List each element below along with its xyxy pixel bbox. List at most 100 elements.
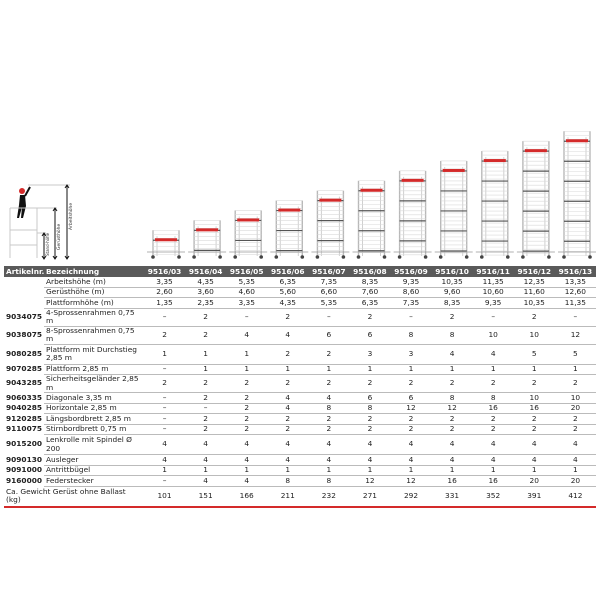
cell-value: 4 bbox=[431, 344, 473, 365]
cell-value: 2 bbox=[267, 424, 309, 435]
cell-value: 2 bbox=[554, 374, 596, 393]
cell-value: 1 bbox=[554, 465, 596, 476]
cell-value: 2 bbox=[185, 308, 227, 327]
description: Diagonale 3,35 m bbox=[44, 392, 144, 404]
cell-value: 1 bbox=[144, 344, 186, 365]
cell-value: 1 bbox=[390, 364, 432, 375]
cell-value: 4 bbox=[308, 434, 350, 455]
cell-value: 2 bbox=[308, 413, 350, 425]
scaffold-tower bbox=[558, 130, 596, 259]
cell-value: 10 bbox=[513, 326, 555, 345]
table-row: 9160000 Federstecker –4 4 8 8 12 12 16 16 20 20 bbox=[4, 475, 596, 487]
cell-value: 4 bbox=[472, 434, 514, 455]
article-number: 9038075 bbox=[6, 329, 42, 339]
scaffold-towers bbox=[147, 130, 596, 259]
article-number: 9160000 bbox=[6, 475, 42, 485]
scaffold-height-label: Gerüsthöhe bbox=[56, 223, 62, 250]
cell-value: 2 bbox=[144, 326, 186, 345]
cell-value: 4 bbox=[185, 454, 227, 466]
header-model: 9516/10 bbox=[431, 266, 473, 277]
cell-value: 7,60 bbox=[349, 287, 391, 298]
cell-value: 4 bbox=[390, 434, 432, 455]
cell-value: 4 bbox=[472, 454, 514, 466]
cell-value: 2 bbox=[513, 308, 555, 327]
cell-value: 166 bbox=[226, 486, 268, 508]
cell-value: 8,60 bbox=[390, 287, 432, 298]
table-row: 9070285 Plattform 2,85 m –1 1 1 1 1 1 1 1 1 1 bbox=[4, 364, 596, 375]
header-description: Bezeichnung bbox=[44, 266, 144, 277]
article-number bbox=[4, 287, 44, 298]
cell-value: 1 bbox=[349, 465, 391, 476]
cell-value: 1 bbox=[308, 364, 350, 375]
cell-value: 12 bbox=[390, 475, 432, 487]
cell-value: 6,35 bbox=[349, 297, 391, 309]
cell-value: 20 bbox=[554, 403, 596, 414]
cell-value: 2 bbox=[185, 424, 227, 435]
cell-value: 1 bbox=[267, 465, 309, 476]
scaffold-tower bbox=[475, 150, 514, 259]
header-model: 9516/13 bbox=[554, 266, 596, 277]
cell-value: 8 bbox=[431, 392, 473, 404]
scaffold-illustration: Stand-höhe Gerüsthöhe Arbeitshöhe bbox=[9, 130, 596, 260]
article-number: 9090130 bbox=[6, 454, 42, 464]
table-header-row: Artikelnr. Bezeichnung 9516/03 9516/04 951… bbox=[4, 266, 596, 277]
table-row: Arbeitshöhe (m) 3,35 4,35 5,35 6,35 7,35 8,35 9… bbox=[4, 277, 596, 288]
cell-value: 10,35 bbox=[513, 297, 555, 309]
specification-table: Artikelnr. Bezeichnung 9516/03 9516/04 951… bbox=[4, 266, 596, 508]
cell-value: 151 bbox=[185, 486, 227, 508]
cell-value: 2 bbox=[349, 413, 391, 425]
cell-value: 4 bbox=[185, 434, 227, 455]
cell-value: 12 bbox=[554, 326, 596, 345]
cell-value: 2 bbox=[390, 413, 432, 425]
cell-value: 2 bbox=[513, 374, 555, 393]
cell-value: 8 bbox=[349, 403, 391, 414]
person-icon bbox=[17, 186, 31, 218]
header-model: 9516/03 bbox=[144, 266, 186, 277]
cell-value: 2 bbox=[472, 413, 514, 425]
cell-value: 8 bbox=[390, 326, 432, 345]
table-row: 9090130 Ausleger 4 4 4 4 4 4 4 4 4 4 4 bbox=[4, 454, 596, 466]
cell-value: 4 bbox=[513, 454, 555, 466]
header-model: 9516/08 bbox=[349, 266, 391, 277]
header-model: 9516/09 bbox=[390, 266, 432, 277]
cell-value: 16 bbox=[513, 403, 555, 414]
working-height-label: Arbeitshöhe bbox=[68, 203, 74, 230]
cell-value: 211 bbox=[267, 486, 309, 508]
description: Antrittbügel bbox=[44, 465, 144, 476]
article-number: 9015200 bbox=[6, 439, 42, 449]
cell-value: 16 bbox=[472, 403, 514, 414]
cell-value: 4 bbox=[267, 454, 309, 466]
article-number bbox=[4, 277, 44, 287]
cell-value: 1 bbox=[144, 465, 186, 476]
cell-value: 2 bbox=[226, 413, 268, 425]
cell-value: 4 bbox=[472, 344, 514, 365]
cell-value: 1 bbox=[554, 364, 596, 375]
cell-value: 9,35 bbox=[390, 277, 432, 288]
cell-value: 2 bbox=[185, 413, 227, 425]
cell-value: 8 bbox=[472, 392, 514, 404]
cell-value: 4 bbox=[513, 434, 555, 455]
scaffold-tower bbox=[393, 170, 432, 259]
cell-value: 16 bbox=[431, 475, 473, 487]
cell-value: 2 bbox=[308, 344, 350, 365]
cell-value: 10,60 bbox=[472, 287, 514, 298]
cell-value: – bbox=[144, 475, 186, 487]
header-model: 9516/12 bbox=[513, 266, 555, 277]
cell-value: 4 bbox=[349, 434, 391, 455]
cell-value: 1 bbox=[513, 364, 555, 375]
cell-value: 1 bbox=[472, 364, 514, 375]
cell-value: 5 bbox=[513, 344, 555, 365]
stand-height-label: Stand-höhe bbox=[45, 232, 50, 256]
cell-value: 2 bbox=[513, 413, 555, 425]
cell-value: 2,35 bbox=[185, 297, 227, 309]
description: Lenkrolle mit Spindel Ø 200 bbox=[44, 434, 144, 455]
cell-value: 7,35 bbox=[390, 297, 432, 309]
cell-value: 4 bbox=[431, 454, 473, 466]
cell-value: 8,35 bbox=[349, 277, 391, 288]
table-row: 9120285 Längsbordbrett 2,85 m –2 2 2 2 2 2 2 2 2 2 bbox=[4, 413, 596, 425]
cell-value: 5,60 bbox=[267, 287, 309, 298]
cell-value: 1 bbox=[431, 364, 473, 375]
table-row: 9040285 Horizontale 2,85 m – –2 4 8 8 12 12 16 16 2… bbox=[4, 403, 596, 414]
cell-value: 2 bbox=[431, 424, 473, 435]
cell-value: 3 bbox=[390, 344, 432, 365]
